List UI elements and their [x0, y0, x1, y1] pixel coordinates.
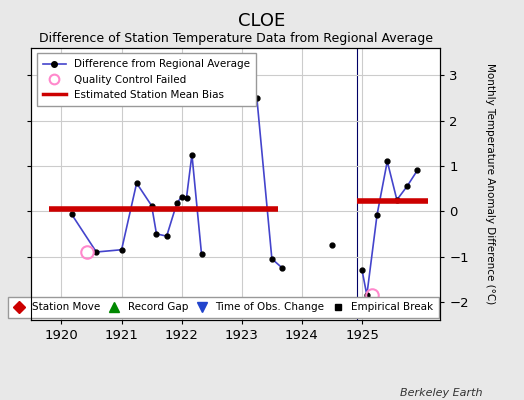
Y-axis label: Monthly Temperature Anomaly Difference (°C): Monthly Temperature Anomaly Difference (… [485, 63, 496, 305]
Text: CLOE: CLOE [238, 12, 286, 30]
Legend: Station Move, Record Gap, Time of Obs. Change, Empirical Break: Station Move, Record Gap, Time of Obs. C… [8, 297, 439, 318]
Text: Berkeley Earth: Berkeley Earth [400, 388, 482, 398]
Title: Difference of Station Temperature Data from Regional Average: Difference of Station Temperature Data f… [39, 32, 433, 46]
